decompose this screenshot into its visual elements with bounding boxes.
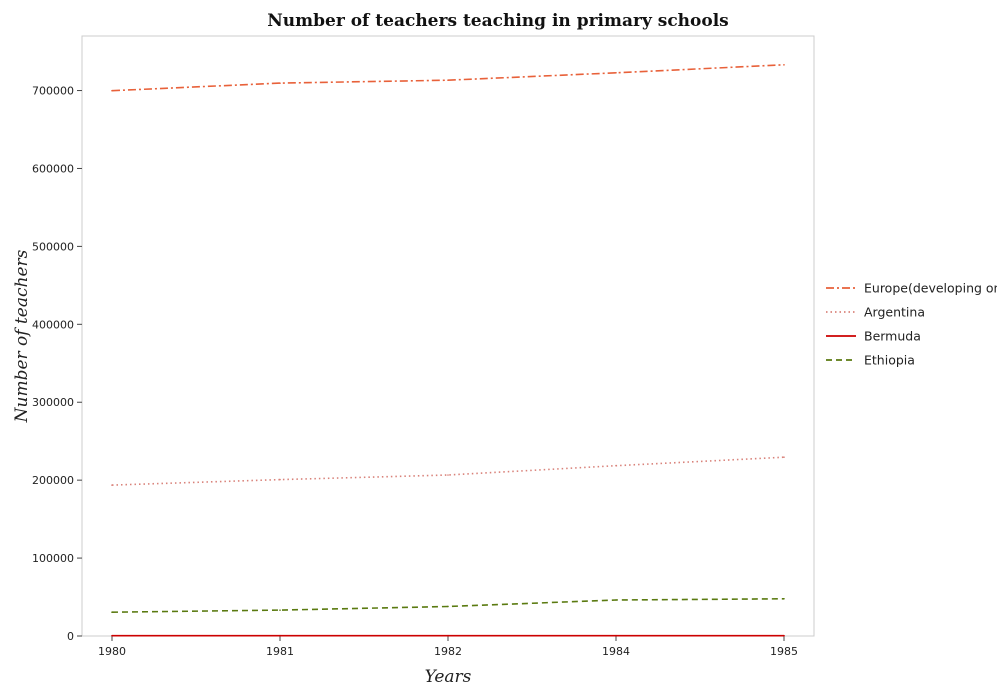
data-point (783, 597, 785, 600)
data-point (279, 478, 281, 481)
data-point (279, 82, 281, 84)
legend-label: Argentina (864, 305, 925, 320)
data-point (447, 79, 449, 81)
y-tick-label: 200000 (32, 474, 74, 487)
data-point (615, 634, 617, 637)
legend-label: Bermuda (864, 329, 921, 344)
data-point (111, 634, 113, 637)
data-point (783, 634, 785, 637)
x-tick-label: 1980 (98, 645, 126, 658)
y-tick-label: 300000 (32, 396, 74, 409)
x-tick-label: 1981 (266, 645, 294, 658)
y-tick-label: 100000 (32, 552, 74, 565)
series-line-ethiopia (111, 598, 785, 613)
y-axis-title: Number of teachers (12, 249, 32, 423)
plot-area (81, 35, 815, 637)
y-tick-label: 500000 (32, 240, 74, 253)
x-tick-label: 1982 (434, 645, 462, 658)
y-tick-label: 700000 (32, 85, 74, 98)
data-point (615, 464, 617, 467)
data-point (783, 456, 785, 458)
x-axis: 1980 1981 1982 1984 1985 (98, 636, 798, 658)
series-group (111, 64, 785, 637)
chart-title: Number of teachers teaching in primary s… (267, 11, 729, 31)
y-tick-label: 0 (67, 630, 74, 643)
data-point (111, 611, 113, 613)
data-point (279, 609, 281, 611)
data-point (615, 599, 617, 601)
x-tick-label: 1984 (602, 645, 630, 658)
data-point (111, 89, 113, 92)
data-point (111, 484, 113, 486)
data-point (615, 71, 617, 74)
legend-label: Ethiopia (864, 353, 915, 368)
data-point (447, 474, 449, 476)
legend-label: Europe(developing only) (864, 281, 997, 296)
y-tick-label: 400000 (32, 318, 74, 331)
data-point (447, 605, 449, 608)
data-point (279, 634, 281, 637)
y-axis: 0 100000 200000 300000 400000 500000 600000 700… (32, 85, 82, 643)
data-point (783, 64, 785, 66)
x-axis-title: Years (425, 667, 472, 687)
y-tick-label: 600000 (32, 162, 74, 175)
x-tick-label: 1985 (770, 645, 798, 658)
data-point (447, 634, 449, 637)
legend: Europe(developing only) Argentina Bermuda E… (826, 281, 997, 368)
